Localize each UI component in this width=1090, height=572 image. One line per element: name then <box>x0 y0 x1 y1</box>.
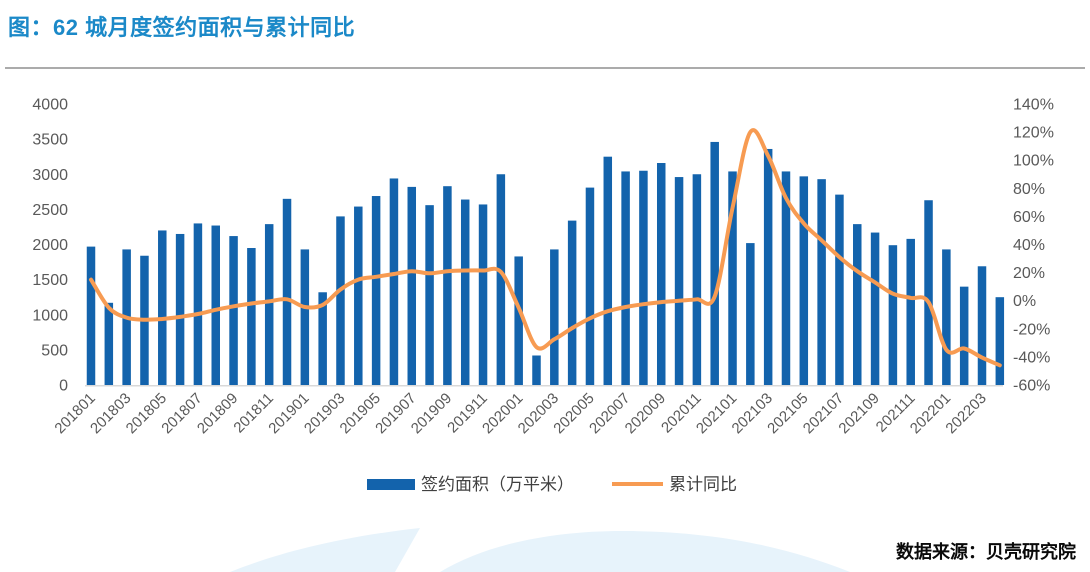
y-axis-label-left: 2000 <box>32 237 68 254</box>
bar-202012 <box>710 141 719 385</box>
bar-201805 <box>158 230 167 385</box>
bar-202102 <box>746 243 755 385</box>
y-axis-label-right: 140% <box>1013 97 1054 114</box>
bar-202006 <box>603 156 613 385</box>
bar-202002 <box>532 355 541 385</box>
bar-202008 <box>639 170 648 385</box>
y-axis-label-left: 2500 <box>32 202 68 219</box>
y-axis-label-right: -20% <box>1013 321 1050 338</box>
bar-202003 <box>550 249 559 385</box>
y-axis-label-right: 40% <box>1013 237 1045 254</box>
trend-line <box>89 128 1002 368</box>
bar-201808 <box>211 225 220 385</box>
chart-area: 4000 3500 3000 2500 2000 1500 1000 500 0 140% 120%… <box>0 70 1090 530</box>
x-axis-label: 202203 <box>942 390 989 437</box>
legend-bar-label: 签约面积（万平米） <box>421 475 574 494</box>
decorative-swoosh <box>230 528 850 572</box>
bar-201810 <box>247 248 256 385</box>
bar-201806 <box>175 233 185 385</box>
bar-202103 <box>763 148 773 385</box>
swoosh-blob <box>440 530 850 572</box>
y-axis-label-right: 60% <box>1013 209 1045 226</box>
y-axis-label-right: 20% <box>1013 265 1045 282</box>
swoosh-crescent <box>230 528 420 572</box>
y-axis-label-left: 3000 <box>32 167 68 184</box>
bar-201802 <box>104 302 114 385</box>
bar-201907 <box>407 186 417 385</box>
bar-201906 <box>389 178 399 385</box>
y-axis-label-right: 100% <box>1013 153 1054 170</box>
bar-201901 <box>300 249 310 385</box>
y-axis-label-right: -60% <box>1013 378 1050 395</box>
bar-202101 <box>728 171 737 385</box>
bar-201902 <box>318 292 327 385</box>
bar-202203 <box>977 266 987 385</box>
y-axis-label-left: 3500 <box>32 132 68 149</box>
bar-201905 <box>371 196 381 385</box>
bar-202202 <box>959 286 969 385</box>
bar-201912 <box>496 174 506 385</box>
x-axis-label: 202009 <box>622 390 669 437</box>
bar-202009 <box>656 163 666 385</box>
bar-201911 <box>478 204 488 385</box>
bar-202104 <box>781 171 791 385</box>
x-axis-label: 201909 <box>408 390 455 437</box>
bar-202106 <box>817 179 826 385</box>
bar-202011 <box>692 174 702 385</box>
title-divider <box>5 67 1085 69</box>
bar-201910 <box>460 199 470 385</box>
bar-202109 <box>870 232 880 385</box>
y-axis-label-right: -40% <box>1013 349 1050 366</box>
bar-202107 <box>835 194 844 385</box>
x-axis-label: 201809 <box>194 390 241 437</box>
y-axis-label-left: 500 <box>41 342 68 359</box>
bar-201903 <box>336 216 345 385</box>
legend-bar-swatch <box>367 479 415 490</box>
bar-202108 <box>853 224 862 385</box>
y-axis-label-left: 0 <box>59 378 68 395</box>
chart-svg: 4000 3500 3000 2500 2000 1500 1000 500 0 140% 120%… <box>32 97 1054 495</box>
bar-202001 <box>514 256 523 385</box>
bar-202112 <box>924 200 933 385</box>
bar-202201 <box>942 249 951 385</box>
bar-201904 <box>354 206 363 385</box>
y-axis-label-right: 0% <box>1013 293 1036 310</box>
bar-201812 <box>282 198 292 385</box>
y-axis-label-right: 80% <box>1013 181 1045 198</box>
bar-201909 <box>443 186 452 385</box>
bar-202004 <box>567 220 577 385</box>
y-axis-label-left: 1500 <box>32 272 68 289</box>
bar-202105 <box>799 176 809 385</box>
x-axis-label: 202109 <box>835 390 882 437</box>
y-axis-label-left: 4000 <box>32 97 68 114</box>
bar-202110 <box>888 245 898 385</box>
bar-202007 <box>621 171 630 385</box>
figure-title: 图：62 城月度签约面积与累计同比 <box>8 15 356 40</box>
bar-201811 <box>264 224 274 385</box>
bar-201801 <box>86 246 96 385</box>
data-source: 数据来源：贝壳研究院 <box>896 542 1076 562</box>
legend-line-label: 累计同比 <box>669 475 737 494</box>
bar-202005 <box>585 187 595 385</box>
bar-202010 <box>674 177 684 385</box>
bar-201908 <box>425 205 434 385</box>
bar-201807 <box>193 223 203 385</box>
bar-202204 <box>995 297 1005 385</box>
y-axis-label-right: 120% <box>1013 125 1054 142</box>
bar-201809 <box>229 236 238 385</box>
y-axis-label-left: 1000 <box>32 307 68 324</box>
bar-202111 <box>906 238 915 385</box>
